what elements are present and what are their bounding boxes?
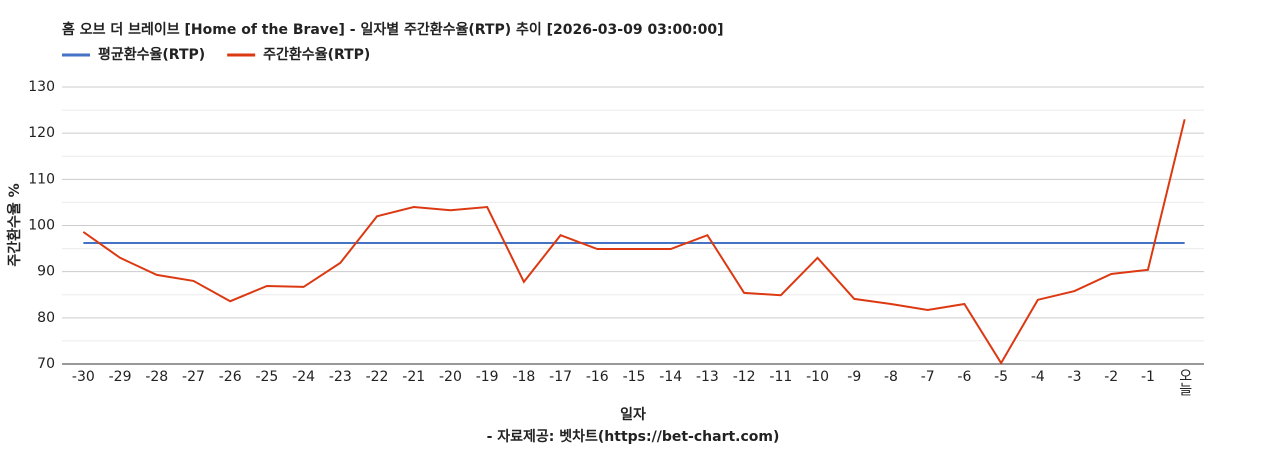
series-line — [82, 119, 1186, 366]
x-tick-label: -17 — [549, 369, 572, 385]
x-tick-label: -22 — [366, 369, 389, 385]
x-tick-label: -28 — [145, 369, 168, 385]
x-tick-label: -13 — [696, 369, 719, 385]
x-tick-label: -10 — [806, 369, 829, 385]
legend-label: 평균환수율(RTP) — [98, 46, 205, 63]
x-tick-label: -24 — [292, 369, 315, 385]
x-tick-label: -25 — [255, 369, 278, 385]
x-tick-label: -27 — [182, 369, 205, 385]
x-tick-label: -14 — [659, 369, 682, 385]
x-tick-label: -15 — [623, 369, 646, 385]
x-axis-label: 일자 — [620, 407, 646, 423]
y-tick-label: 90 — [37, 264, 55, 280]
y-tick-label: 100 — [28, 218, 55, 234]
x-tick-label: -2 — [1104, 369, 1118, 385]
y-tick-label: 130 — [28, 79, 55, 95]
y-tick-label: 120 — [28, 125, 55, 141]
x-tick-label: -20 — [439, 369, 462, 385]
x-tick-label: -1 — [1141, 369, 1155, 385]
x-tick-label: -21 — [402, 369, 425, 385]
y-axis-label: 주간환수율 % — [6, 183, 23, 266]
x-tick-label: -4 — [1031, 369, 1045, 385]
x-tick-label: -3 — [1068, 369, 1082, 385]
legend-label: 주간환수율(RTP) — [263, 46, 370, 63]
x-tick-label: -6 — [957, 369, 971, 385]
x-tick-label: -30 — [72, 369, 95, 385]
y-tick-label: 110 — [28, 171, 55, 187]
x-tick-label: -7 — [921, 369, 935, 385]
x-tick-label: -9 — [847, 369, 861, 385]
x-tick-label: -19 — [476, 369, 499, 385]
chart-title: 홈 오브 더 브레이브 [Home of the Brave] - 일자별 주간… — [62, 21, 724, 38]
x-tick-label: -26 — [219, 369, 242, 385]
y-tick-label: 80 — [37, 310, 55, 326]
x-tick-label: 오늘 — [1177, 368, 1193, 396]
source: - 자료제공: 벳차트(https://bet-chart.com) — [487, 428, 780, 445]
x-tick-label: -8 — [884, 369, 898, 385]
x-tick-label: -16 — [586, 369, 609, 385]
x-tick-label: -29 — [109, 369, 132, 385]
x-tick-label: -11 — [769, 369, 792, 385]
x-tick-label: -18 — [512, 369, 535, 385]
x-tick-label: -23 — [329, 369, 352, 385]
y-tick-label: 70 — [37, 356, 55, 372]
x-tick-label: -12 — [733, 369, 756, 385]
x-tick-label: -5 — [994, 369, 1008, 385]
